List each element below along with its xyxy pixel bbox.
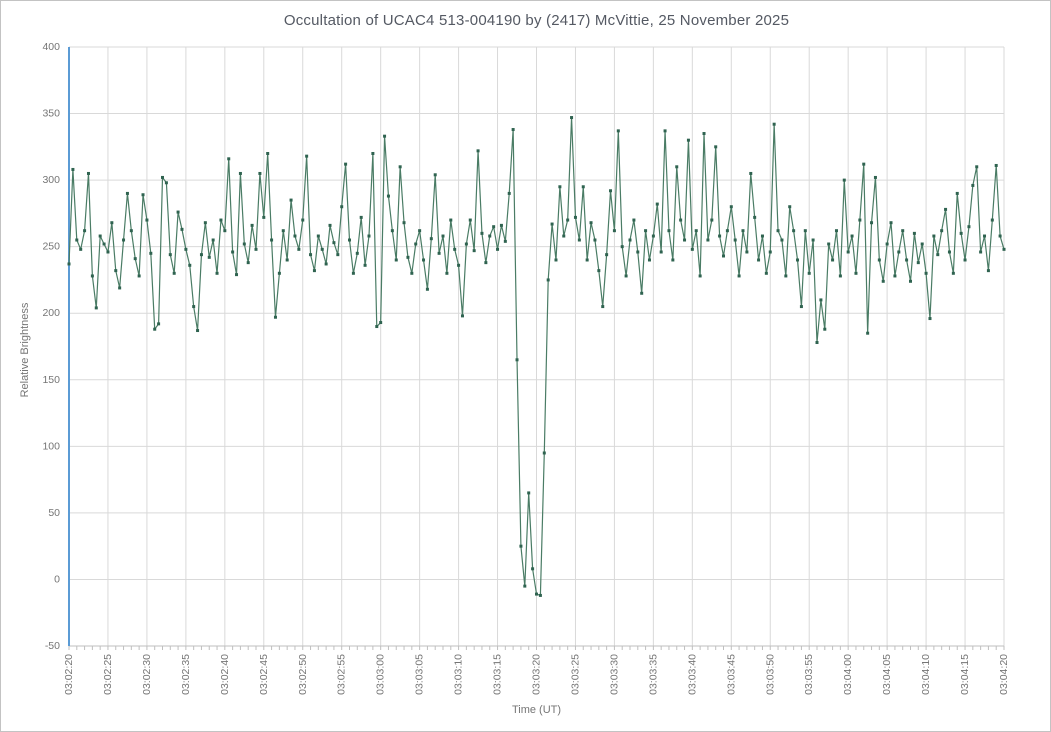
- x-tick-label: 03:03:10: [453, 654, 465, 695]
- y-tick-label: -50: [45, 640, 60, 652]
- y-tick-label: 350: [42, 108, 60, 120]
- y-tick-label: 50: [48, 507, 60, 519]
- x-tick-label: 03:04:20: [998, 654, 1010, 695]
- x-tick-label: 03:02:55: [336, 654, 348, 695]
- x-tick-label: 03:03:50: [764, 654, 776, 695]
- y-tick-label: 0: [54, 573, 60, 585]
- x-tick-label: 03:03:00: [375, 654, 387, 695]
- y-tick-label: 400: [42, 41, 60, 53]
- x-tick-label: 03:02:20: [63, 654, 75, 695]
- x-tick-label: 03:03:05: [414, 654, 426, 695]
- x-tick-label: 03:03:40: [686, 654, 698, 695]
- x-tick-labels: 03:02:20 03:02:25 03:02:30 03:02:35 03:02:40…: [63, 654, 1010, 695]
- x-tick-label: 03:03:15: [492, 654, 504, 695]
- x-tick-label: 03:03:45: [725, 654, 737, 695]
- y-tick-label: 150: [42, 374, 60, 386]
- y-tick-label: 250: [42, 241, 60, 253]
- x-tick-label: 03:03:25: [569, 654, 581, 695]
- y-tick-label: 300: [42, 174, 60, 186]
- x-tick-label: 03:02:40: [219, 654, 231, 695]
- chart-title: Occultation of UCAC4 513-004190 by (2417…: [283, 12, 790, 29]
- x-tick-label: 03:04:10: [920, 654, 932, 695]
- x-tick-label: 03:02:45: [258, 654, 270, 695]
- x-tick-label: 03:04:05: [881, 654, 893, 695]
- x-axis-ticks: [68, 646, 1005, 650]
- y-tick-label: 200: [42, 307, 60, 319]
- x-tick-label: 03:03:35: [647, 654, 659, 695]
- x-tick-label: 03:02:50: [297, 654, 309, 695]
- y-tick-label: 100: [42, 440, 60, 452]
- x-tick-label: 03:02:35: [180, 654, 192, 695]
- y-tick-labels: 400 350 300 250 200 150 100 50 0 -50: [42, 41, 60, 652]
- x-axis-title: Time (UT): [511, 704, 562, 716]
- x-tick-label: 03:03:20: [531, 654, 543, 695]
- light-curve-markers: [67, 116, 1006, 597]
- x-tick-label: 03:03:55: [803, 654, 815, 695]
- gridlines: [69, 46, 1005, 646]
- x-tick-label: 03:04:15: [959, 654, 971, 695]
- x-tick-label: 03:02:25: [102, 654, 114, 695]
- x-tick-label: 03:03:30: [608, 654, 620, 695]
- x-tick-label: 03:02:30: [141, 654, 153, 695]
- x-tick-label: 03:04:00: [842, 654, 854, 695]
